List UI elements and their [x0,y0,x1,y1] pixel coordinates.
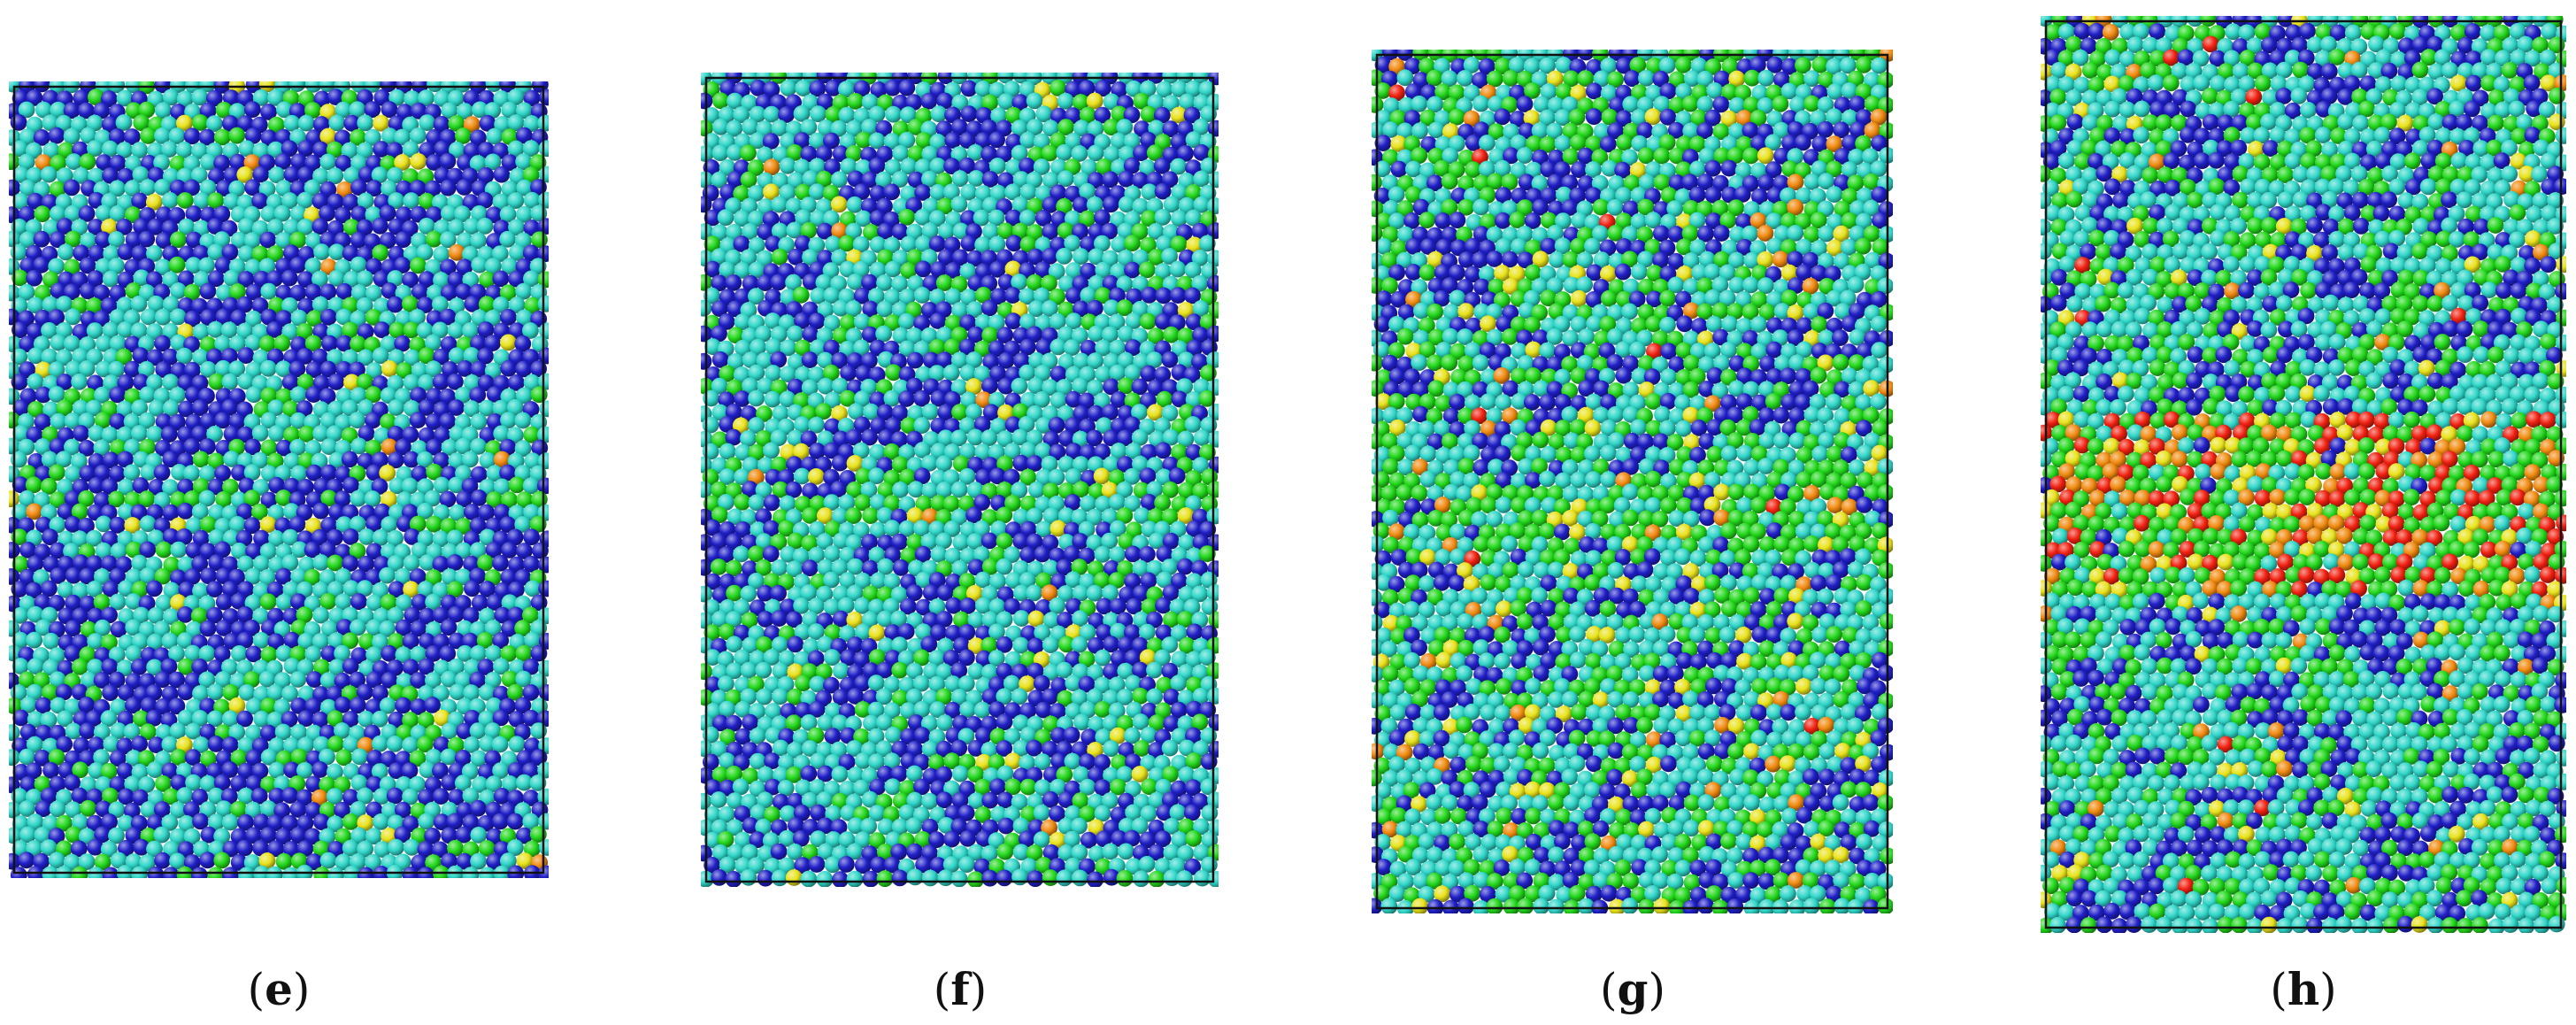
atom-simulation-f [701,73,1219,887]
atom-cluster [701,73,1219,887]
atom-cluster [1372,50,1893,913]
caption-f: (f) [933,963,988,1015]
caption-h: (h) [2270,963,2337,1015]
atom-panel-e [9,81,549,878]
atom-simulation-e [9,81,549,878]
simulation-box-frame [12,85,545,875]
atom-panel-g [1372,50,1893,913]
simulation-box-frame [1375,53,1889,910]
atom-cluster [9,81,549,878]
caption-e: (e) [247,963,311,1015]
atom-panel-f [701,73,1219,887]
atom-simulation-h [2041,16,2566,933]
simulation-box-frame [2044,19,2563,929]
atom-simulation-g [1372,50,1893,913]
atom-panel-h [2041,16,2566,933]
caption-g: (g) [1600,963,1665,1015]
simulation-box-frame [704,76,1215,883]
atom-cluster [2041,16,2566,933]
